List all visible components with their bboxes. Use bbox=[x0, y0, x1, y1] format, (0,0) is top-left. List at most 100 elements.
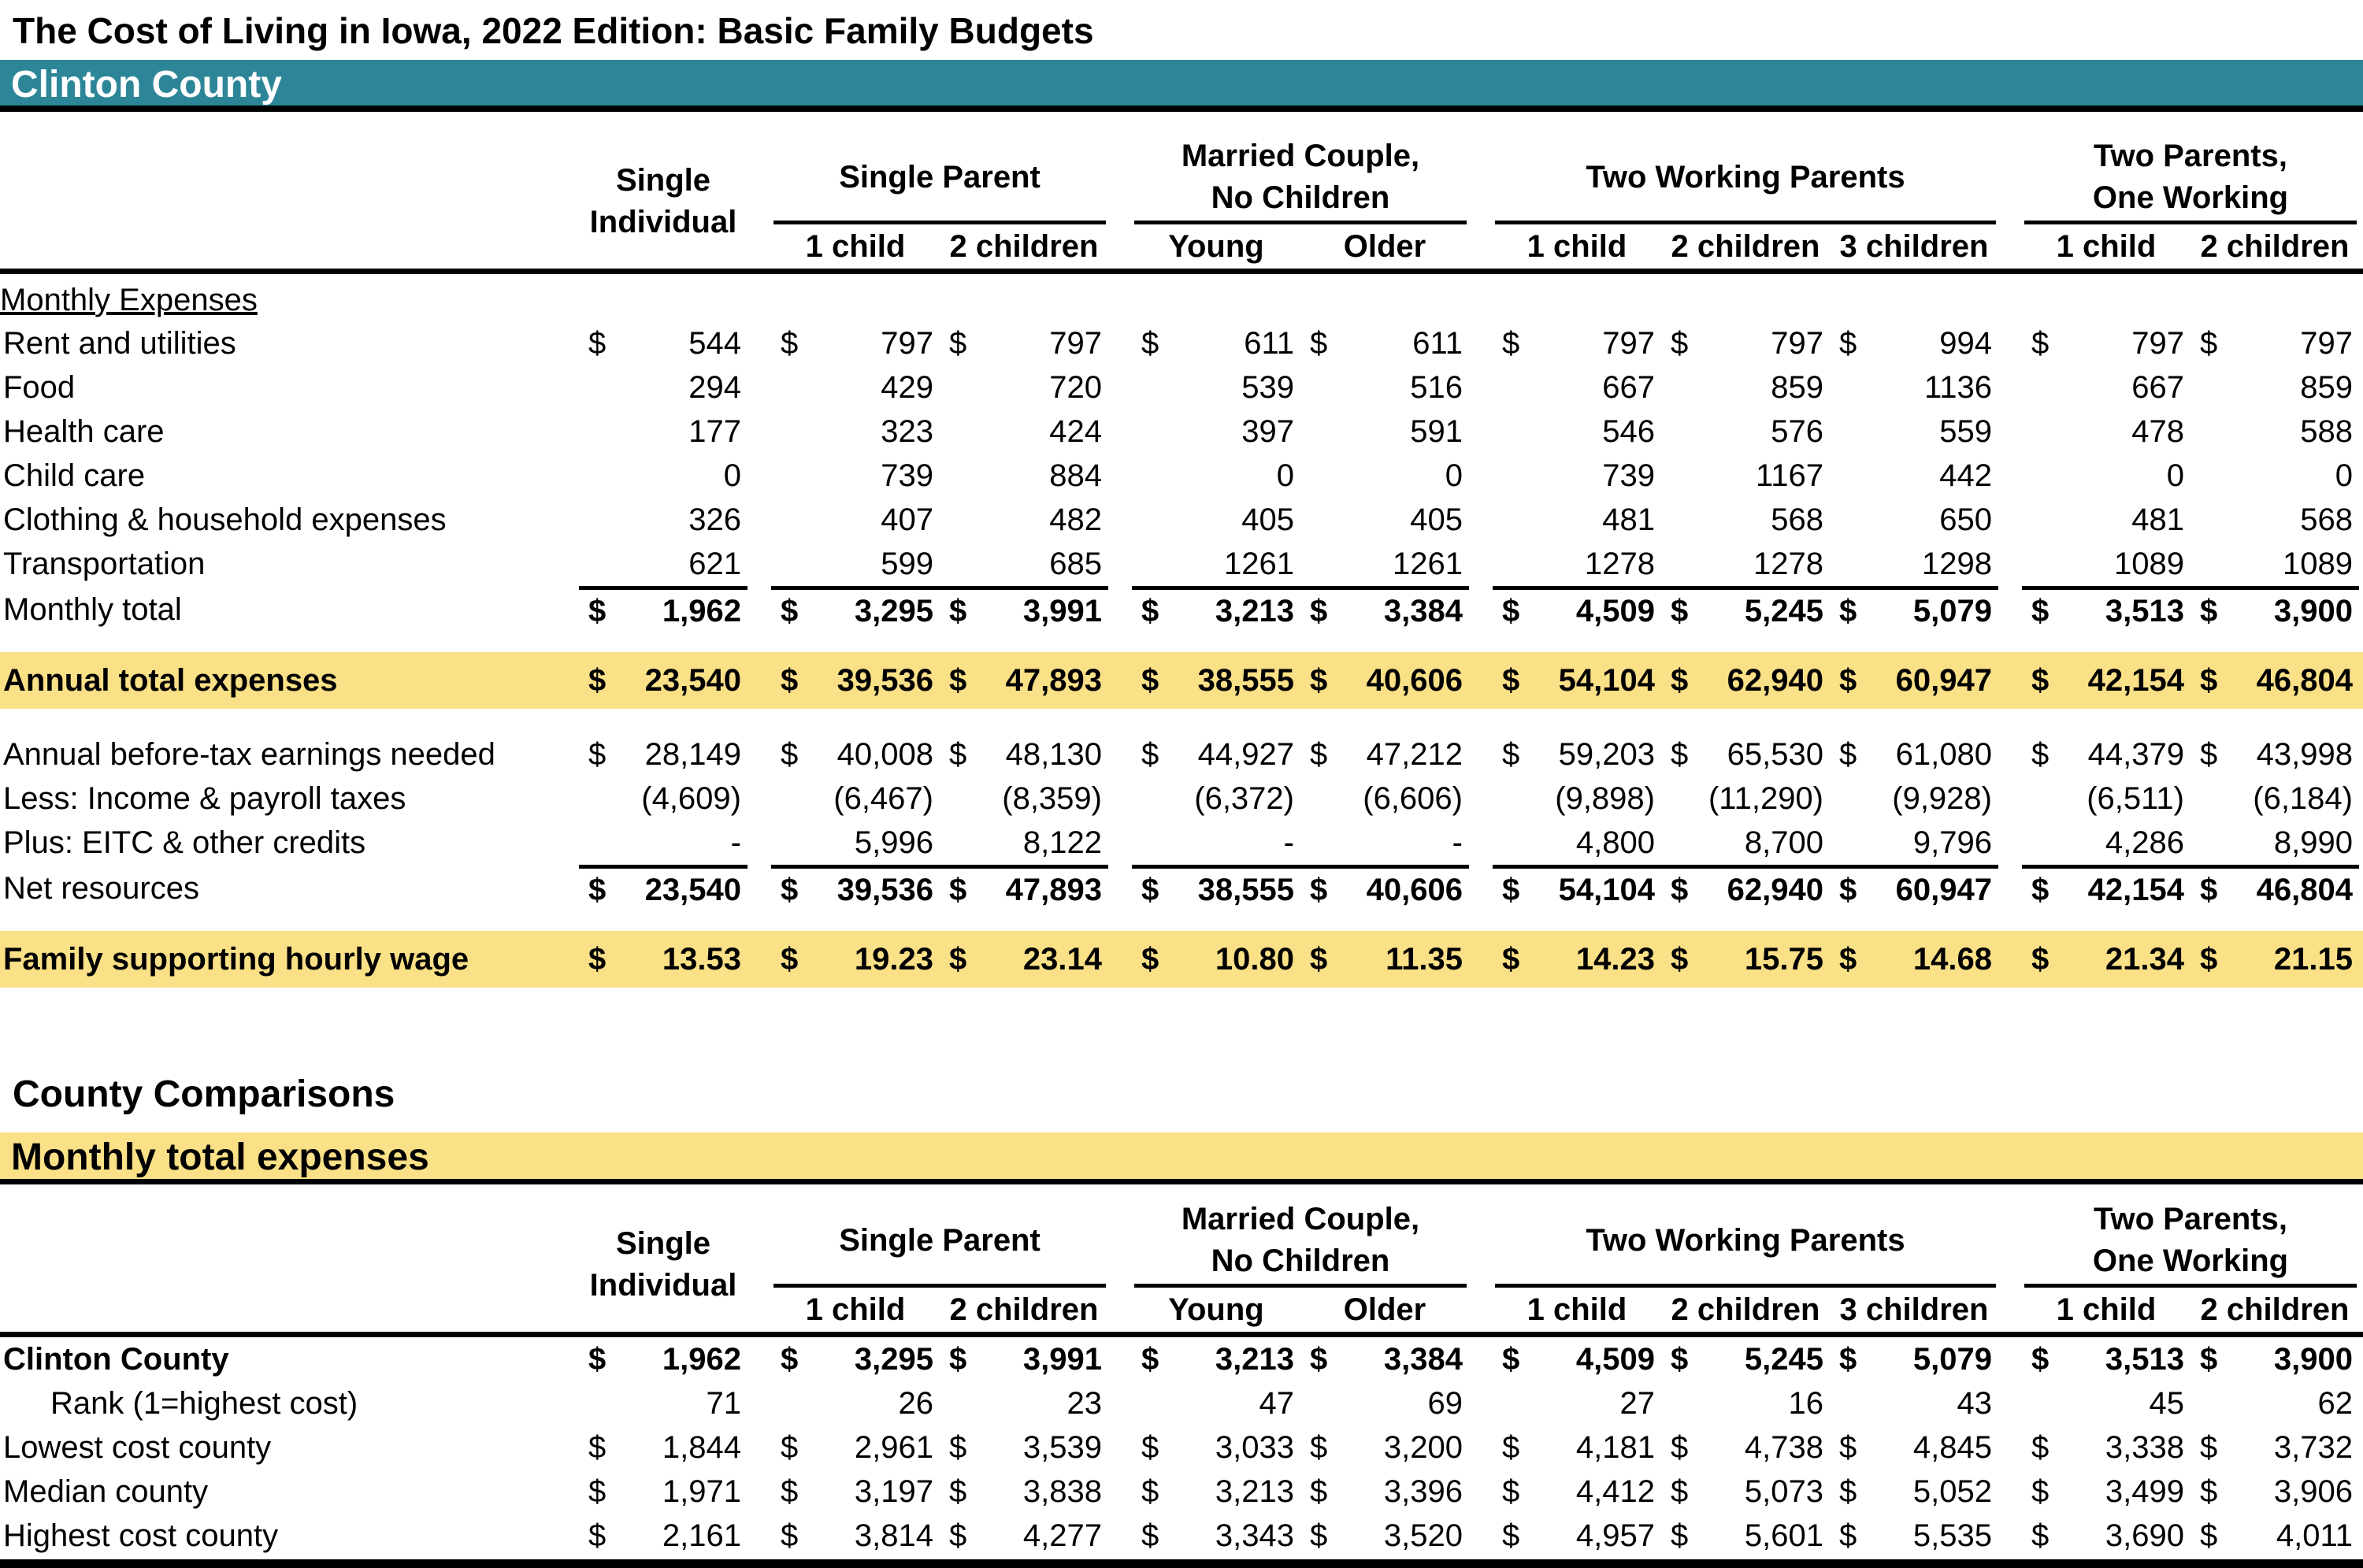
dollar-sign: $ bbox=[781, 1429, 799, 1465]
dollar-sign: $ bbox=[1141, 662, 1159, 698]
cell-value: 516 bbox=[1410, 369, 1463, 405]
row-values: 621 599 685 1261 1261 1278 1278 1298 1089 1089 bbox=[579, 542, 2359, 586]
cell-value: 3,690 bbox=[2105, 1518, 2184, 1553]
dollar-sign: $ bbox=[1671, 941, 1689, 977]
value-cell: - bbox=[1300, 821, 1469, 865]
cell-value: 4,181 bbox=[1575, 1429, 1655, 1465]
comparison-row-lowest-cost-county: Lowest cost county $1,844 $2,961 $3,539 $3,… bbox=[0, 1425, 2363, 1470]
row-label: Rank (1=highest cost) bbox=[50, 1385, 358, 1421]
sub-header: 3 children bbox=[1839, 228, 1989, 264]
value-cell: $3,338 bbox=[2022, 1425, 2191, 1470]
column-gap bbox=[747, 134, 771, 269]
cell-value: 40,606 bbox=[1366, 662, 1463, 698]
value-cell: 1298 bbox=[1830, 542, 1998, 586]
table-row-before-tax-earnings: Annual before-tax earnings needed $28,14… bbox=[0, 732, 2363, 777]
table-row-health-care: Health care 177 323 424 397 591 546 576 559 478 5… bbox=[0, 410, 2363, 454]
cell-value: 539 bbox=[1241, 369, 1294, 405]
value-cell: 407 bbox=[771, 498, 940, 542]
table-row-annual-total-expenses: Annual total expenses $23,540 $39,536 $47,… bbox=[0, 652, 2363, 709]
value-cell: 47 bbox=[1132, 1381, 1300, 1425]
value-cell: 1261 bbox=[1132, 542, 1300, 586]
value-cell: $3,906 bbox=[2191, 1470, 2359, 1514]
table-row-child-care: Child care 0 739 884 0 0 739 1167 442 0 0 bbox=[0, 454, 2363, 498]
cell-value: 8,122 bbox=[1022, 825, 1102, 860]
value-cell: $3,900 bbox=[2191, 586, 2359, 633]
row-label: Clothing & household expenses bbox=[3, 502, 447, 537]
value-cell: $47,212 bbox=[1300, 732, 1469, 777]
cell-value: 5,245 bbox=[1744, 594, 1823, 628]
value-cell: 516 bbox=[1300, 365, 1469, 410]
value-cell: $61,080 bbox=[1830, 732, 1998, 777]
cell-value: 3,200 bbox=[1383, 1429, 1463, 1465]
dollar-sign: $ bbox=[949, 1473, 967, 1509]
cell-value: 1,962 bbox=[662, 1341, 741, 1377]
table-row-clothing: Clothing & household expenses 326 407 482 4… bbox=[0, 498, 2363, 542]
cell-value: 3,384 bbox=[1383, 594, 1463, 628]
row-label: Highest cost county bbox=[3, 1518, 279, 1553]
table-row-rent: Rent and utilities $544 $797 $797 $611 $611 $… bbox=[0, 321, 2363, 365]
cell-value: 38,555 bbox=[1197, 662, 1294, 698]
sub-header: 3 children bbox=[1839, 1292, 1989, 1327]
value-cell: $797 bbox=[2191, 321, 2359, 365]
row-values: $1,971 $3,197 $3,838 $3,213 $3,396 $4,412 $5,0… bbox=[579, 1470, 2359, 1514]
value-cell: $39,536 bbox=[771, 652, 940, 709]
dollar-sign: $ bbox=[1310, 1429, 1328, 1465]
row-label: Rent and utilities bbox=[3, 325, 236, 361]
value-cell: $62,940 bbox=[1661, 652, 1830, 709]
group-label-line2: No Children bbox=[1211, 180, 1390, 215]
row-values: $1,844 $2,961 $3,539 $3,033 $3,200 $4,181 $4,7… bbox=[579, 1425, 2359, 1470]
row-label: Less: Income & payroll taxes bbox=[3, 780, 406, 816]
cell-value: 442 bbox=[1939, 458, 1992, 493]
dollar-sign: $ bbox=[2200, 941, 2218, 977]
value-cell: $3,384 bbox=[1300, 1337, 1469, 1381]
value-cell: 4,286 bbox=[2022, 821, 2191, 865]
value-cell: 442 bbox=[1830, 454, 1998, 498]
cell-value: (6,467) bbox=[833, 780, 933, 816]
cell-value: 3,838 bbox=[1022, 1473, 1102, 1509]
cell-value: 23.14 bbox=[1022, 941, 1102, 977]
value-cell: $54,104 bbox=[1493, 865, 1661, 912]
row-label: Plus: EITC & other credits bbox=[3, 825, 366, 860]
cell-value: 60,947 bbox=[1895, 662, 1992, 698]
sub-headers: 1 child 2 children bbox=[771, 1288, 1108, 1332]
group-label-line2: No Children bbox=[1211, 1244, 1390, 1278]
value-cell: $611 bbox=[1300, 321, 1469, 365]
dollar-sign: $ bbox=[1141, 594, 1159, 628]
cell-value: 62 bbox=[2317, 1385, 2354, 1421]
cell-value: 3,338 bbox=[2105, 1429, 2184, 1465]
value-cell: 323 bbox=[771, 410, 940, 454]
value-cell: $3,213 bbox=[1132, 1470, 1300, 1514]
dollar-sign: $ bbox=[781, 736, 799, 772]
cell-value: 4,800 bbox=[1575, 825, 1655, 860]
value-cell: $3,991 bbox=[940, 586, 1108, 633]
cell-value: 69 bbox=[1427, 1385, 1463, 1421]
row-values: - 5,996 8,122 - - 4,800 8,700 9,796 4,286 8,990 bbox=[579, 821, 2359, 865]
dollar-sign: $ bbox=[781, 325, 799, 361]
cell-value: 4,957 bbox=[1575, 1518, 1655, 1553]
cell-value: 1261 bbox=[1224, 546, 1294, 581]
group-label: Single Parent bbox=[771, 1197, 1108, 1284]
comparison-row-clinton-county: Clinton County $1,962 $3,295 $3,991 $3,213 $… bbox=[0, 1337, 2363, 1381]
value-cell: 1089 bbox=[2191, 542, 2359, 586]
cell-value: 1,844 bbox=[662, 1429, 741, 1465]
cell-value: 797 bbox=[1602, 325, 1655, 361]
group-label-line1: Single Parent bbox=[839, 1222, 1041, 1258]
group-label-line1: Single bbox=[615, 162, 711, 198]
cell-value: 19.23 bbox=[854, 941, 933, 977]
dollar-sign: $ bbox=[1839, 873, 1857, 907]
cell-value: 27 bbox=[1619, 1385, 1656, 1421]
cell-value: 0 bbox=[2166, 458, 2184, 493]
cell-value: 43 bbox=[1957, 1385, 1993, 1421]
table-row-monthly-total: Monthly total $1,962 $3,295 $3,991 $3,213 $3… bbox=[0, 586, 2363, 633]
cell-value: 994 bbox=[1939, 325, 1992, 361]
cell-value: 23,540 bbox=[644, 662, 741, 698]
dollar-sign: $ bbox=[1141, 325, 1159, 361]
value-cell: $3,513 bbox=[2022, 1337, 2191, 1381]
value-cell: $5,245 bbox=[1661, 1337, 1830, 1381]
cell-value: 667 bbox=[1602, 369, 1655, 405]
cell-value: 1261 bbox=[1393, 546, 1463, 581]
dollar-sign: $ bbox=[2031, 1518, 2050, 1553]
dollar-sign: $ bbox=[1141, 1429, 1159, 1465]
dollar-sign: $ bbox=[1839, 594, 1857, 628]
dollar-sign: $ bbox=[781, 941, 799, 977]
